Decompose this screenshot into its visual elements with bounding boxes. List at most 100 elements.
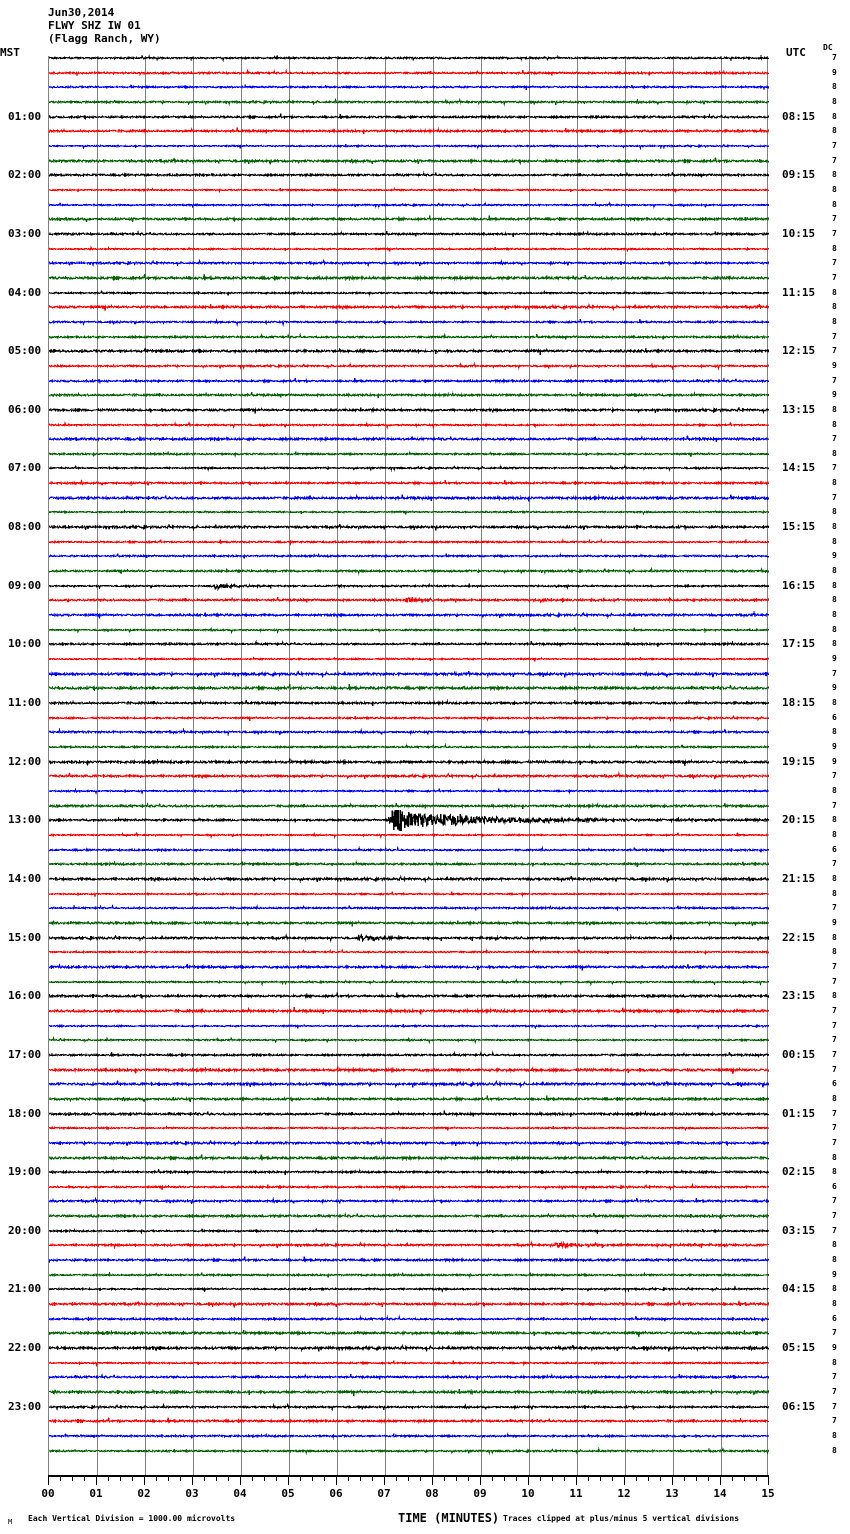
mst-hour-label: 18:00 — [8, 1106, 42, 1120]
dc-value: 8 — [832, 287, 837, 297]
seismic-trace — [49, 824, 769, 846]
mst-hour-label: 13:00 — [8, 813, 42, 827]
dc-value: 6 — [832, 1181, 837, 1191]
header-date: Jun30,2014 — [48, 6, 115, 19]
dc-value: 8 — [832, 786, 837, 795]
seismic-trace — [49, 795, 769, 817]
x-axis-tick — [348, 1475, 349, 1481]
dc-value: 7 — [832, 53, 837, 62]
x-axis-tick — [672, 1475, 673, 1485]
seismic-trace — [49, 912, 769, 934]
utc-hour-label: 15:15 — [782, 520, 816, 534]
vertical-gridline — [385, 56, 386, 1475]
x-axis-tick-label: 05 — [281, 1487, 295, 1500]
utc-hour-label: 05:15 — [782, 1341, 816, 1355]
dc-value: 7 — [832, 331, 837, 341]
dc-value: 9 — [832, 1269, 837, 1279]
x-axis-tick — [60, 1475, 61, 1481]
seismic-trace — [49, 164, 769, 186]
dc-value: 8 — [832, 96, 837, 106]
dc-value: 8 — [832, 199, 837, 209]
utc-hour-label: 10:15 — [782, 226, 816, 240]
x-axis-tick — [408, 1475, 409, 1481]
seismic-trace — [49, 1147, 769, 1169]
dc-value: 7 — [832, 1108, 837, 1118]
utc-hour-label: 09:15 — [782, 168, 816, 182]
utc-hour-label: 23:15 — [782, 989, 816, 1003]
seismic-trace — [49, 267, 769, 289]
seismic-trace — [49, 428, 769, 450]
x-axis-tick — [708, 1475, 709, 1481]
seismic-trace — [49, 62, 769, 84]
dc-value: 9 — [832, 654, 837, 664]
dc-value: 8 — [832, 1167, 837, 1177]
x-axis-tick — [516, 1475, 517, 1481]
vertical-gridline — [577, 56, 578, 1475]
x-axis-tick — [432, 1475, 433, 1485]
x-axis-tick — [132, 1475, 133, 1481]
x-axis-tick — [468, 1475, 469, 1481]
x-axis-tick — [540, 1475, 541, 1481]
helicorder-plot[interactable] — [48, 54, 769, 1475]
dc-value: 7 — [832, 1035, 837, 1045]
x-axis-tick — [288, 1475, 289, 1485]
seismic-trace — [49, 1410, 769, 1432]
seismic-trace — [49, 443, 769, 465]
seismic-trace — [49, 238, 769, 260]
vertical-gridline — [721, 56, 722, 1475]
seismic-trace — [49, 648, 769, 670]
x-axis-tick — [156, 1475, 157, 1481]
dc-value: 8 — [832, 829, 837, 839]
dc-value: 8 — [832, 991, 837, 1001]
dc-value: 8 — [832, 184, 837, 194]
seismic-trace — [49, 897, 769, 919]
x-axis-tick — [228, 1475, 229, 1481]
dc-value: 7 — [832, 492, 837, 502]
dc-value: 7 — [832, 1328, 837, 1338]
seismic-trace — [49, 150, 769, 172]
x-axis-tick — [660, 1475, 661, 1481]
utc-hour-label: 08:15 — [782, 109, 816, 123]
x-axis-title: TIME (MINUTES) — [398, 1511, 500, 1525]
dc-value: 8 — [832, 873, 837, 883]
seismic-trace — [49, 1176, 769, 1198]
seismic-trace — [49, 1015, 769, 1037]
dc-value: 8 — [832, 1152, 837, 1162]
seismic-trace — [49, 985, 769, 1007]
x-axis-tick — [756, 1475, 757, 1481]
x-axis-tick — [252, 1475, 253, 1481]
dc-value: 8 — [832, 478, 837, 488]
x-axis-tick — [360, 1475, 361, 1481]
x-axis-tick — [744, 1475, 745, 1481]
dc-value: 8 — [832, 1357, 837, 1367]
x-axis-tick-label: 13 — [665, 1487, 679, 1500]
seismic-trace — [49, 326, 769, 348]
mst-hour-label: 02:00 — [8, 168, 42, 182]
x-axis-tick-label: 02 — [137, 1487, 151, 1500]
seismic-trace — [49, 135, 769, 157]
vertical-gridline — [289, 56, 290, 1475]
seismic-trace — [49, 692, 769, 714]
seismic-trace — [49, 1205, 769, 1227]
dc-value: 8 — [832, 404, 837, 414]
seismic-trace — [49, 194, 769, 216]
vertical-gridline — [529, 56, 530, 1475]
seismic-trace — [49, 853, 769, 875]
vertical-gridline — [193, 56, 194, 1475]
utc-hour-label: 17:15 — [782, 637, 816, 651]
utc-hour-label: 22:15 — [782, 930, 816, 944]
seismic-trace — [49, 1000, 769, 1022]
dc-value: 7 — [832, 1020, 837, 1030]
dc-value: 8 — [832, 522, 837, 532]
x-axis-tick — [72, 1475, 73, 1481]
dc-value: 8 — [832, 243, 837, 253]
dc-value: 7 — [832, 1225, 837, 1235]
dc-value: 7 — [832, 140, 837, 150]
dc-value: 8 — [832, 1431, 837, 1441]
utc-hour-label: 18:15 — [782, 696, 816, 710]
dc-value: 7 — [832, 1005, 837, 1015]
mst-hour-label: 10:00 — [8, 637, 42, 651]
dc-value: 7 — [832, 258, 837, 268]
x-axis-tick — [84, 1475, 85, 1481]
mst-axis-label: MST — [0, 46, 20, 59]
